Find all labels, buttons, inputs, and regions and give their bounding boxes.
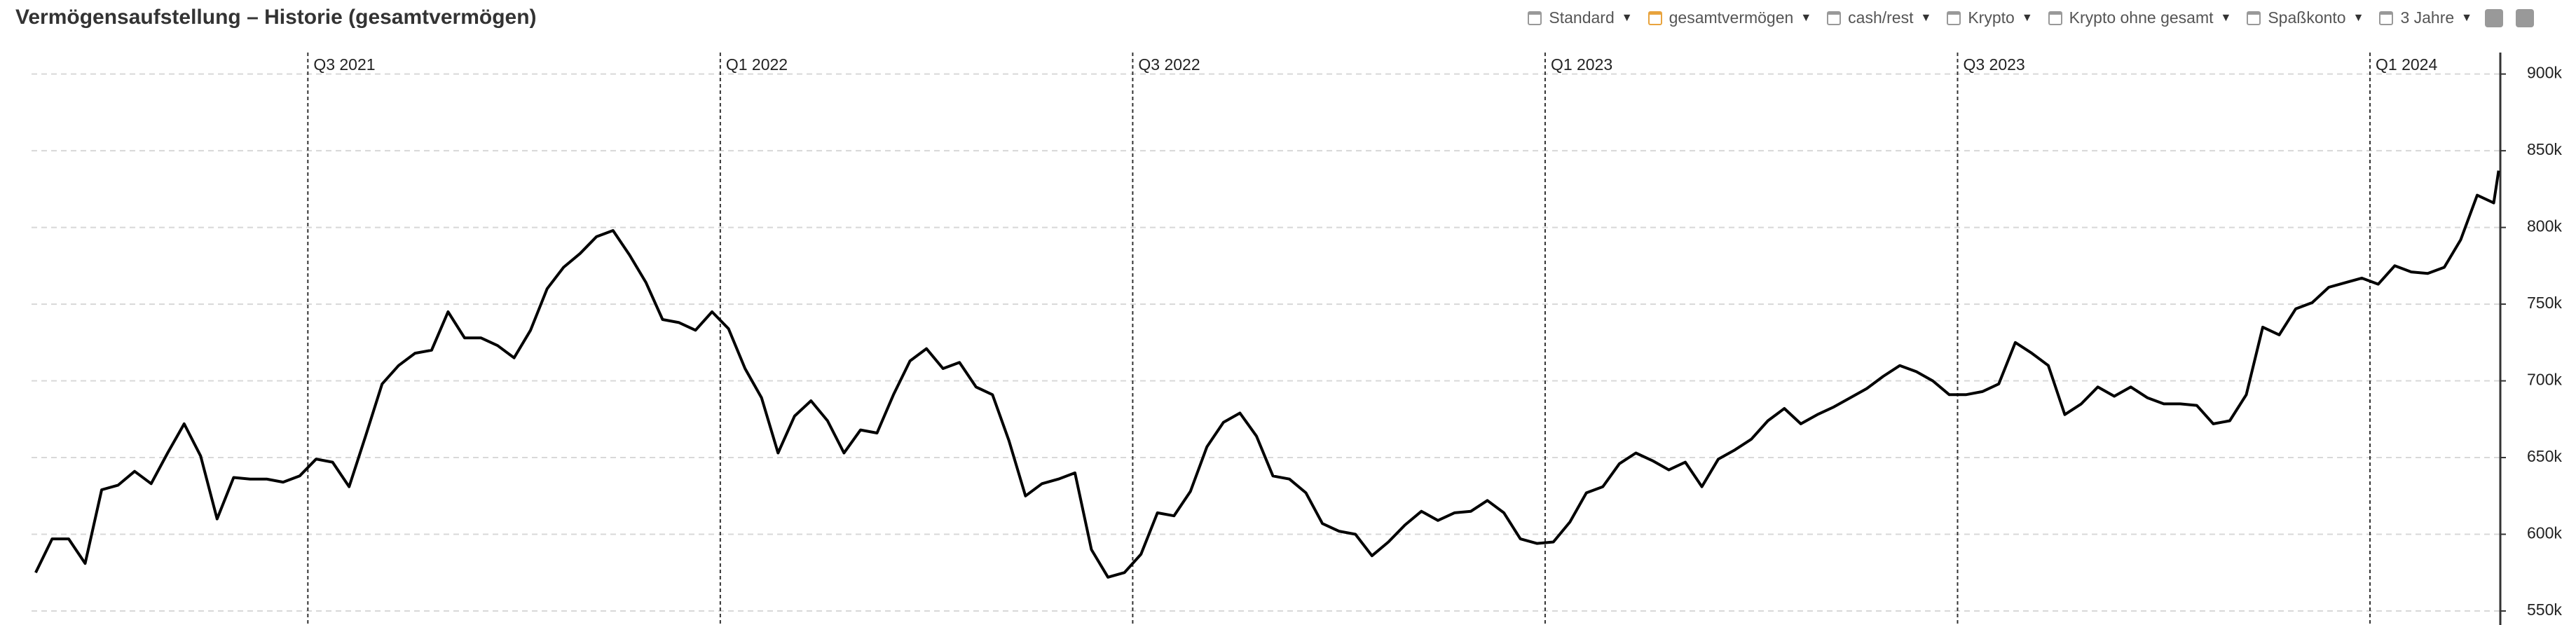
settings-button[interactable] [2516, 8, 2534, 27]
x-tick-label: Q1 2024 [2376, 55, 2437, 74]
item-label: Spaßkonto [2268, 8, 2346, 27]
x-tick-label: Q3 2021 [313, 55, 375, 74]
checkbox[interactable] [1827, 11, 1842, 25]
y-tick-label: 600k [2527, 524, 2562, 542]
x-tick-label: Q3 2022 [1138, 55, 1200, 74]
item-label: cash/rest [1848, 8, 1914, 27]
checkbox[interactable] [1528, 11, 1542, 25]
y-tick-label: 900k [2527, 64, 2562, 82]
toolbar-item[interactable]: gesamtvermögen ▼ [1647, 8, 1812, 27]
checkbox[interactable] [2247, 11, 2261, 25]
x-tick-label: Q3 2023 [1963, 55, 2025, 74]
range-label: 3 Jahre [2400, 8, 2455, 27]
dropdown-arrow[interactable]: ▼ [2352, 11, 2364, 24]
checkbox[interactable] [2048, 11, 2062, 25]
dropdown-arrow[interactable]: ▼ [1800, 11, 1812, 24]
item-label: gesamtvermögen [1669, 8, 1794, 27]
export-button[interactable] [2485, 8, 2503, 27]
toolbar-item[interactable]: Spaßkonto ▼ [2247, 8, 2364, 27]
range-icon [2379, 11, 2394, 25]
page-title: Vermögensaufstellung – Historie (gesamtv… [15, 6, 537, 29]
value-line [34, 170, 2500, 579]
item-label: Standard [1549, 8, 1615, 27]
toolbar-item[interactable]: Standard ▼ [1528, 8, 1633, 27]
y-tick-label: 850k [2527, 140, 2562, 158]
dropdown-arrow[interactable]: ▼ [2461, 11, 2472, 24]
y-tick-label: 800k [2527, 217, 2562, 235]
toolbar-item[interactable]: cash/rest ▼ [1827, 8, 1931, 27]
dropdown-arrow[interactable]: ▼ [1621, 11, 1633, 24]
dropdown-arrow[interactable]: ▼ [2220, 11, 2232, 24]
x-tick-label: Q1 2022 [726, 55, 788, 74]
dropdown-arrow[interactable]: ▼ [1920, 11, 1932, 24]
checkbox[interactable] [1647, 11, 1662, 25]
y-tick-label: 650k [2527, 447, 2562, 465]
toolbar-item[interactable]: Krypto ohne gesamt ▼ [2048, 8, 2232, 27]
item-label: Krypto [1968, 8, 2015, 27]
dropdown-arrow[interactable]: ▼ [2021, 11, 2033, 24]
item-label: Krypto ohne gesamt [2069, 8, 2214, 27]
y-tick-label: 750k [2527, 294, 2562, 312]
toolbar-item[interactable]: Krypto ▼ [1947, 8, 2033, 27]
toolbar: Standard ▼ gesamtvermögen ▼ cash/rest ▼ Kry… [1512, 8, 2534, 27]
range-select[interactable]: 3 Jahre ▼ [2379, 8, 2472, 27]
y-tick-label: 700k [2527, 371, 2562, 389]
checkbox[interactable] [1947, 11, 1961, 25]
y-tick-label: 550k [2527, 600, 2562, 619]
x-tick-label: Q1 2023 [1551, 55, 1612, 74]
